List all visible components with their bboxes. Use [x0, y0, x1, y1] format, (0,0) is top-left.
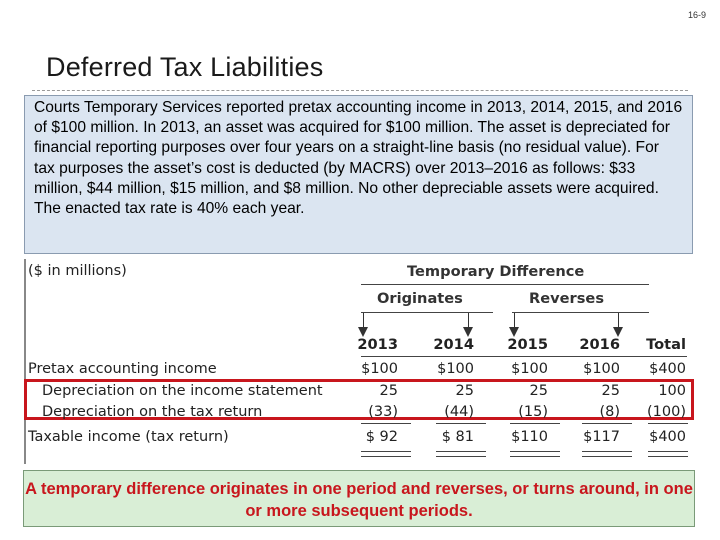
table-cell: $110	[511, 429, 548, 445]
title-divider	[32, 90, 688, 91]
income-comparison-table: ($ in millions) Temporary Difference Ori…	[24, 259, 696, 464]
page-number: 16-9	[687, 10, 706, 20]
table-cell: $100	[437, 361, 474, 377]
table-cell: (44)	[444, 404, 474, 420]
column-header: 2014	[433, 336, 474, 353]
row-label: Depreciation on the income statement	[42, 383, 323, 399]
total-double-rule	[648, 451, 688, 457]
row-label: Pretax accounting income	[28, 361, 217, 377]
arrow-2014-shaft	[468, 313, 469, 329]
table-cell: $100	[511, 361, 548, 377]
subtotal-rule	[361, 423, 411, 424]
table-cell: 25	[529, 383, 548, 399]
total-double-rule	[436, 451, 486, 457]
column-header-rule	[361, 356, 687, 357]
column-header: 2013	[357, 336, 398, 353]
table-cell: 25	[379, 383, 398, 399]
column-header: 2016	[579, 336, 620, 353]
arrow-down-icon	[509, 327, 519, 337]
table-cell: $100	[583, 361, 620, 377]
table-cell: (15)	[518, 404, 548, 420]
column-header: Total	[646, 336, 686, 353]
table-cell: 100	[658, 383, 686, 399]
subtotal-rule	[436, 423, 486, 424]
row-label: Taxable income (tax return)	[28, 429, 229, 445]
table-cell: $ 92	[365, 429, 398, 445]
originates-rule	[361, 312, 493, 313]
arrow-down-icon	[613, 327, 623, 337]
arrow-2013-shaft	[363, 313, 364, 329]
depreciation-highlight-box	[24, 379, 694, 420]
row-label: Depreciation on the tax return	[42, 404, 263, 420]
temporary-difference-header: Temporary Difference	[407, 263, 585, 280]
subtotal-rule	[510, 423, 560, 424]
reverses-header: Reverses	[529, 290, 605, 307]
group-header-rule	[361, 284, 649, 285]
column-header: 2015	[507, 336, 548, 353]
table-cell: $100	[361, 361, 398, 377]
table-cell: $400	[649, 429, 686, 445]
arrow-2015-shaft	[514, 313, 515, 329]
arrow-down-icon	[463, 327, 473, 337]
arrow-2016-shaft	[618, 313, 619, 329]
reverses-rule	[512, 312, 649, 313]
table-left-border	[24, 259, 26, 464]
table-cell: 25	[455, 383, 474, 399]
units-label: ($ in millions)	[28, 263, 127, 279]
originates-header: Originates	[377, 290, 463, 307]
table-cell: $400	[649, 361, 686, 377]
slide-title: Deferred Tax Liabilities	[46, 52, 324, 82]
total-double-rule	[510, 451, 560, 457]
key-point-box: A temporary difference originates in one…	[23, 470, 695, 527]
subtotal-rule	[582, 423, 632, 424]
table-cell: (33)	[368, 404, 398, 420]
table-cell: (100)	[647, 404, 686, 420]
subtotal-rule	[648, 423, 688, 424]
arrow-down-icon	[358, 327, 368, 337]
table-cell: $117	[583, 429, 620, 445]
intro-text-box: Courts Temporary Services reported preta…	[24, 95, 693, 254]
total-double-rule	[582, 451, 632, 457]
table-cell: $ 81	[441, 429, 474, 445]
table-cell: (8)	[599, 404, 620, 420]
table-cell: 25	[601, 383, 620, 399]
total-double-rule	[361, 451, 411, 457]
